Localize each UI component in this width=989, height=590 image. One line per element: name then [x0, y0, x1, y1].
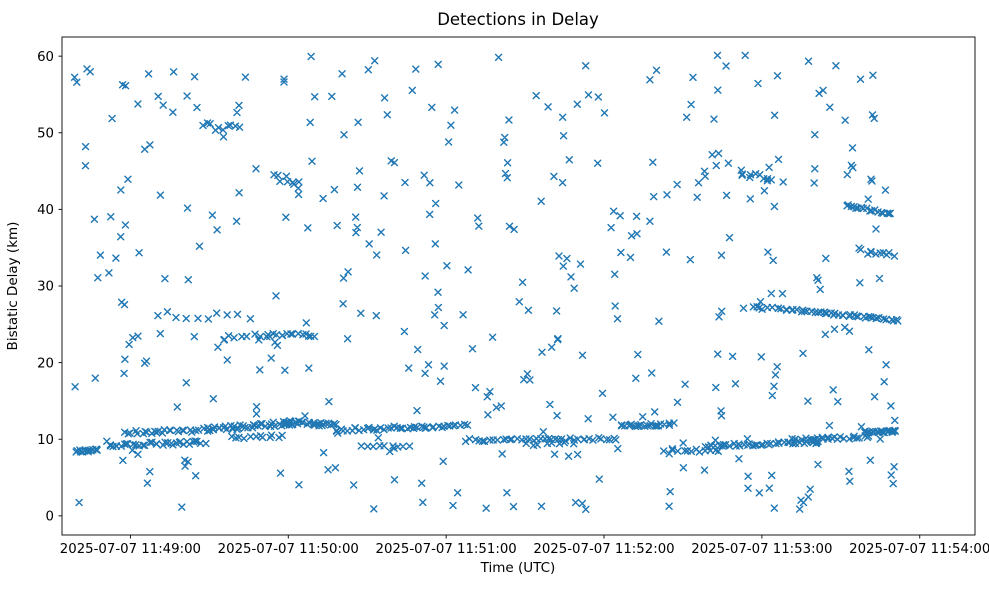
- x-tick-label: 2025-07-07 11:53:00: [691, 542, 832, 557]
- chart-title: Detections in Delay: [437, 10, 599, 29]
- y-tick-label: 30: [37, 280, 54, 295]
- x-tick-label: 2025-07-07 11:50:00: [218, 542, 359, 557]
- x-tick-label: 2025-07-07 11:54:00: [849, 542, 989, 557]
- x-tick-label: 2025-07-07 11:49:00: [60, 542, 201, 557]
- y-tick-label: 60: [37, 50, 54, 65]
- y-tick-label: 40: [37, 203, 54, 218]
- x-tick-label: 2025-07-07 11:52:00: [533, 542, 674, 557]
- y-axis-label: Bistatic Delay (km): [5, 222, 21, 351]
- plot-points: [70, 51, 902, 514]
- x-tick-label: 2025-07-07 11:51:00: [376, 542, 517, 557]
- scatter-markers: [70, 51, 902, 514]
- y-tick-label: 0: [46, 510, 54, 525]
- y-tick-label: 20: [37, 356, 54, 371]
- x-axis-label: Time (UTC): [480, 560, 556, 576]
- y-tick-label: 50: [37, 126, 54, 141]
- y-tick-label: 10: [37, 433, 54, 448]
- axes: 2025-07-07 11:49:00 2025-07-07 11:50:00 20…: [37, 36, 989, 557]
